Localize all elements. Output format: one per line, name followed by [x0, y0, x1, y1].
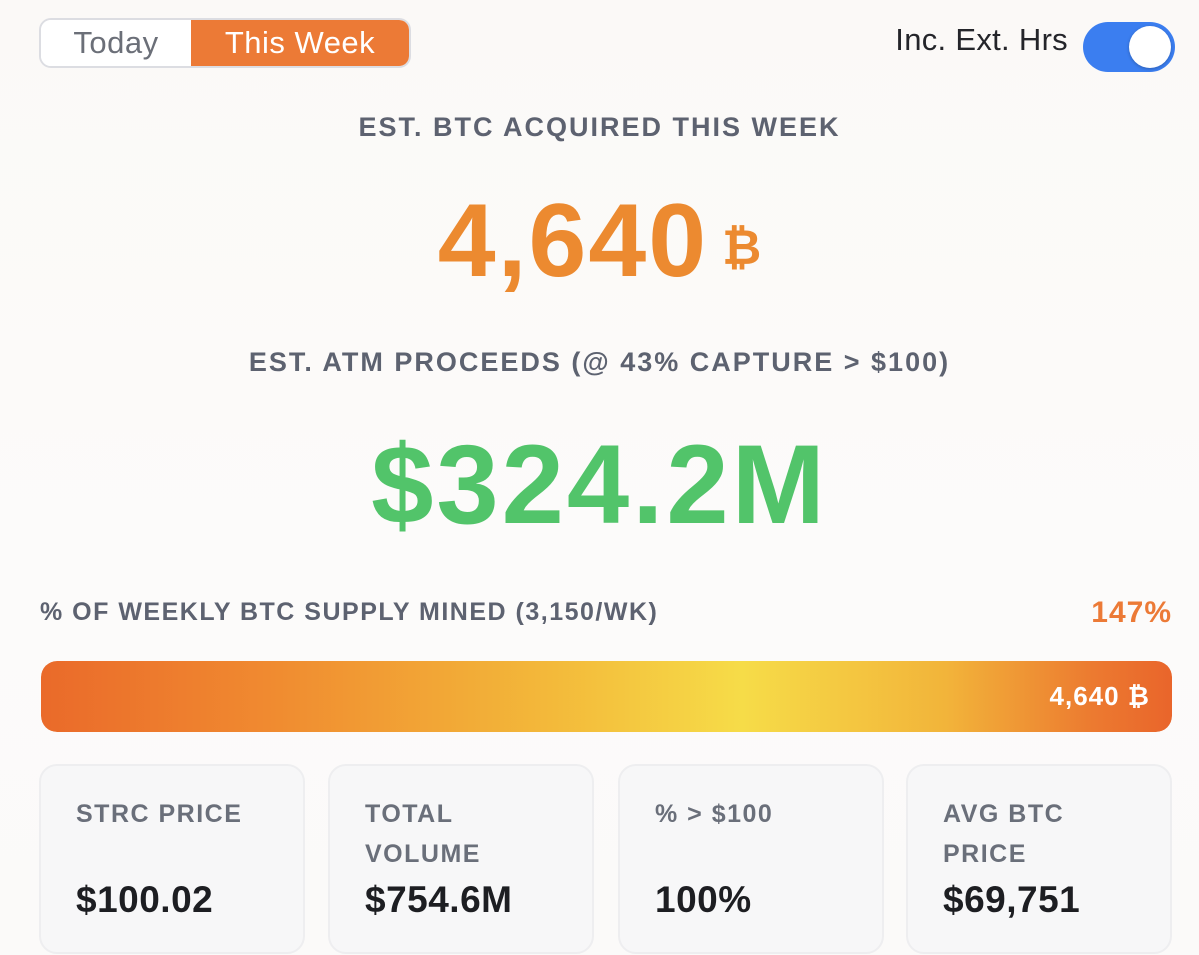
stat-card-value: $69,751 [943, 879, 1081, 920]
supply-mined-label: % OF WEEKLY BTC SUPPLY MINED (3,150/WK) [40, 598, 659, 626]
stat-card-value: $100.02 [76, 879, 214, 920]
supply-progress-bar: 4,640 ₿ [41, 661, 1172, 732]
bitcoin-icon: ₿ [722, 222, 762, 275]
segment-today[interactable]: Today [41, 20, 191, 66]
stat-card-label: STRC PRICE [76, 800, 243, 828]
btc-acquired-number: 4,640 [437, 183, 709, 299]
stat-card-label: AVG BTC PRICE [943, 800, 1065, 868]
atm-proceeds-value: $324.2M [371, 422, 828, 547]
supply-progress-fill [41, 661, 1172, 732]
extended-hours-label: Inc. Ext. Hrs [895, 22, 1068, 57]
stat-card-label: % > $100 [655, 800, 774, 828]
stat-card-value: $754.6M [365, 879, 513, 920]
btc-acquired-value: 4,640 ₿ [0, 182, 1199, 301]
toggle-knob [1129, 26, 1171, 68]
stat-card-total-volume: TOTAL VOLUME $754.6M [328, 764, 594, 954]
supply-mined-percent: 147% [1091, 596, 1172, 629]
stat-card-percent-above-100: % > $100 100% [618, 764, 884, 954]
atm-proceeds-heading: EST. ATM PROCEEDS (@ 43% CAPTURE > $100) [248, 347, 951, 377]
stat-card-label: TOTAL VOLUME [365, 800, 481, 868]
btc-acquired-heading: EST. BTC ACQUIRED THIS WEEK [358, 112, 841, 142]
timeframe-segmented-control: Today This Week [39, 18, 411, 68]
segment-this-week[interactable]: This Week [191, 20, 409, 66]
supply-progress-value: 4,640 ₿ [1049, 681, 1150, 711]
stat-card-avg-btc-price: AVG BTC PRICE $69,751 [906, 764, 1172, 954]
extended-hours-toggle[interactable] [1083, 22, 1175, 72]
stat-card-strc-price: STRC PRICE $100.02 [39, 764, 305, 954]
stat-card-value: 100% [655, 879, 752, 920]
